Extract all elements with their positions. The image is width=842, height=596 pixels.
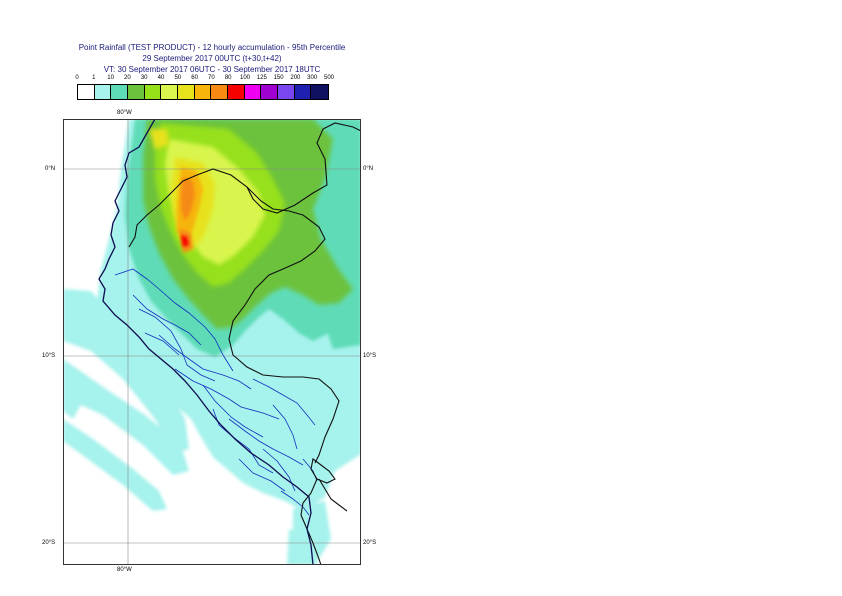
legend-swatch	[78, 85, 95, 99]
legend-threshold-label: 40	[157, 75, 165, 81]
country-borders	[128, 122, 361, 565]
legend-swatch	[161, 85, 179, 99]
legend-swatch	[261, 85, 279, 99]
lat-label-0-right: 0°N	[363, 166, 374, 172]
legend-swatch	[94, 85, 112, 99]
legend-threshold-label: 80	[224, 75, 232, 81]
coastline	[98, 119, 314, 565]
legend-threshold-label: 50	[174, 75, 182, 81]
legend-threshold-label: 70	[208, 75, 215, 81]
legend-threshold-label: 1	[92, 75, 96, 81]
legend-swatch	[311, 85, 329, 99]
legend-swatch	[111, 85, 129, 99]
legend-swatch	[244, 85, 262, 99]
legend-threshold-label: 150	[273, 75, 284, 81]
lat-label-0-left: 0°N	[45, 166, 56, 172]
lon-label-top: 80°W	[117, 110, 132, 116]
map-title: Point Rainfall (TEST PRODUCT) - 12 hourl…	[78, 43, 346, 52]
rain-field-80mm	[181, 235, 189, 247]
lat-label-20-right: 20°S	[363, 540, 377, 546]
rainfall-legend: 0 1 10 20 30 40 50 60 70 80 100 125 150 200 300 500	[75, 75, 347, 103]
lon-label-bottom: 80°W	[117, 567, 132, 573]
lat-label-10-right: 10°S	[363, 353, 377, 359]
legend-threshold-label: 300	[307, 75, 318, 81]
legend-threshold-label: 500	[323, 75, 335, 81]
legend-threshold-label: 30	[140, 75, 148, 81]
legend-threshold-label: 125	[256, 75, 267, 81]
legend-swatch	[228, 85, 245, 99]
legend-threshold-label: 100	[239, 75, 251, 81]
rainfall-map	[63, 119, 361, 565]
graticule	[63, 119, 361, 565]
legend-threshold-label: 200	[290, 75, 301, 81]
legend-threshold-label: 10	[107, 75, 114, 81]
legend-swatch	[211, 85, 229, 99]
legend-threshold-label: 60	[191, 75, 198, 81]
legend-swatch	[128, 85, 145, 99]
legend-threshold-label: 0	[75, 75, 79, 81]
legend-swatch	[144, 85, 162, 99]
validity-time: VT: 30 September 2017 06UTC - 30 Septemb…	[103, 65, 321, 74]
legend-threshold-label: 20	[124, 75, 131, 81]
lat-label-20-left: 20°S	[42, 540, 56, 546]
map-frame	[63, 119, 361, 565]
legend-swatch	[294, 85, 312, 99]
legend-swatch	[194, 85, 212, 99]
base-time: 29 September 2017 00UTC (t+30,t+42)	[142, 54, 282, 63]
legend-swatch	[278, 85, 295, 99]
legend-swatch	[178, 85, 195, 99]
lat-label-10-left: 10°S	[42, 353, 56, 359]
